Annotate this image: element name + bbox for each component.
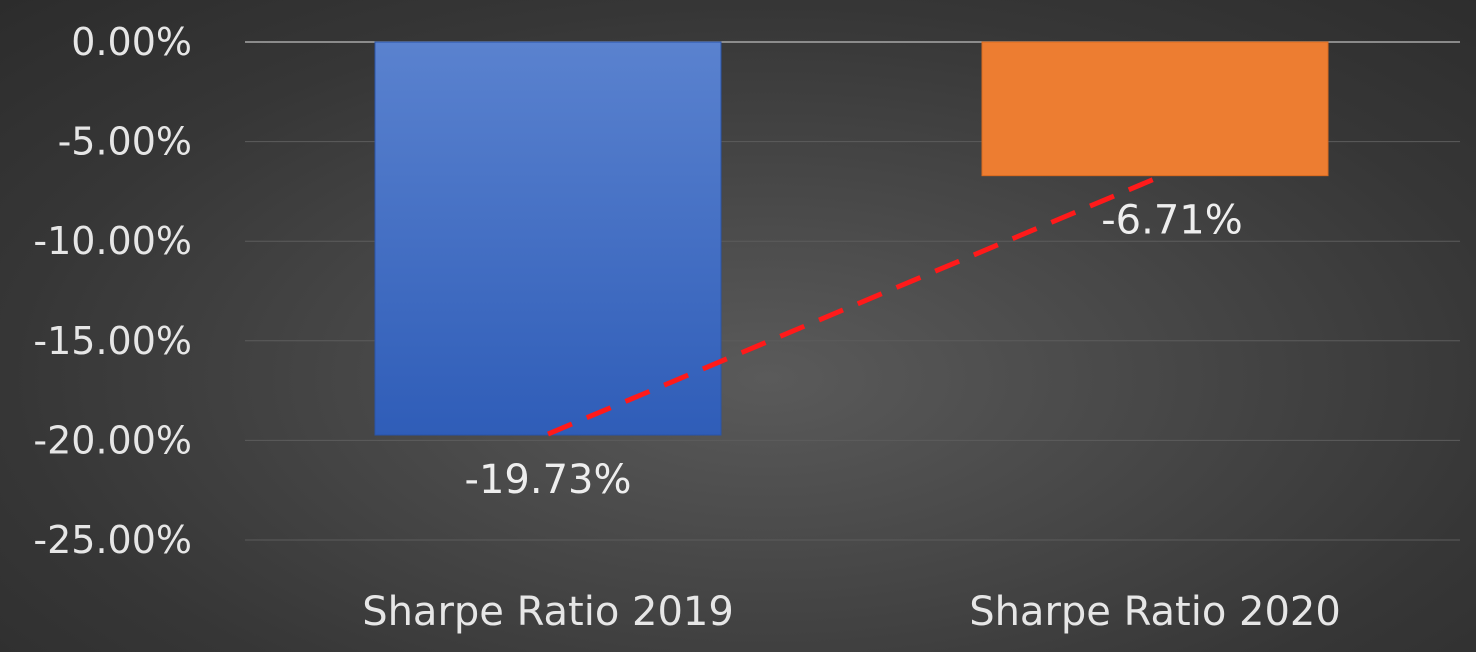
bar-2020: [981, 41, 1329, 177]
data-labels: -19.73% -6.71%: [465, 198, 1243, 503]
y-axis-ticks: 0.00% -5.00% -10.00% -15.00% -20.00% -25.00%: [33, 20, 192, 562]
x-category-label: Sharpe Ratio 2020: [969, 589, 1341, 635]
y-tick-label: -20.00%: [33, 418, 192, 462]
x-axis-categories: Sharpe Ratio 2019 Sharpe Ratio 2020: [362, 589, 1341, 635]
x-category-label: Sharpe Ratio 2019: [362, 589, 734, 635]
bars: [374, 41, 1329, 436]
data-label: -6.71%: [1101, 198, 1243, 244]
data-label: -19.73%: [465, 457, 632, 503]
y-tick-label: -25.00%: [33, 518, 192, 562]
trend-line: [547, 174, 1161, 437]
y-tick-label: 0.00%: [71, 20, 192, 64]
y-tick-label: -10.00%: [33, 219, 192, 263]
y-tick-label: -15.00%: [33, 319, 192, 363]
y-tick-label: -5.00%: [58, 120, 192, 164]
trend-line-layer: [547, 174, 1161, 437]
bar-2019: [374, 41, 722, 436]
